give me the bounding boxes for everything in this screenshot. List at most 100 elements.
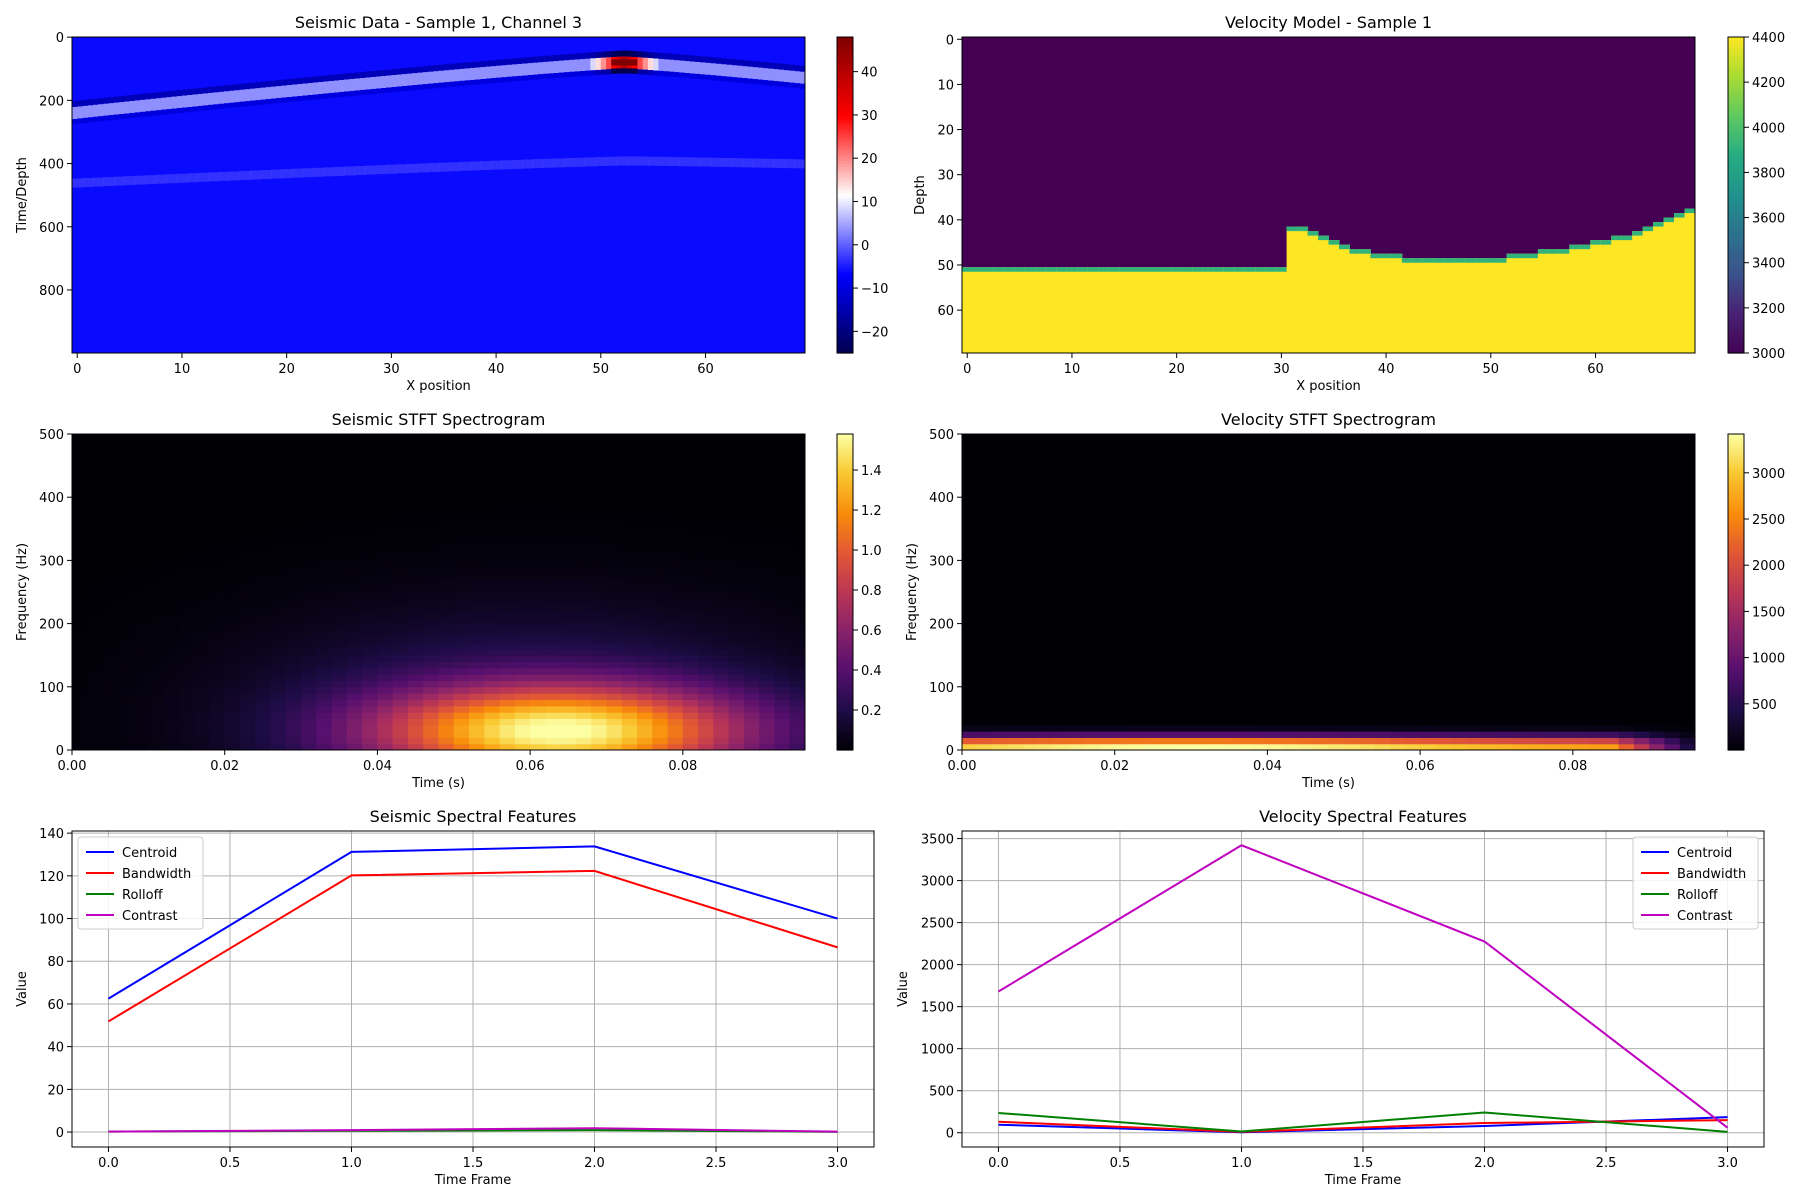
spectrogram-cell [1145,522,1162,530]
spectrogram-cell [392,573,409,580]
spectrogram-cell [1236,705,1253,713]
spectrogram-cell [977,465,994,473]
spectrogram-cell [178,554,195,561]
spectrogram-cell [392,478,409,486]
spectrogram-cell [87,484,104,492]
spectrogram-cell [560,541,577,549]
spectrogram-cell [255,490,272,498]
spectrogram-cell [285,452,302,460]
spectrogram-cell [133,516,149,524]
spectrogram-cell [1221,731,1238,738]
spectrogram-cell [346,655,363,663]
arrival-coda [684,73,691,79]
spectrogram-cell [331,623,348,631]
colorbar-cell [837,494,853,498]
arrival-peak [244,89,251,102]
spectrogram-cell [285,642,302,650]
spectrogram-cell [545,503,562,511]
spectrogram-cell [1206,440,1223,448]
spectrogram-cell [209,629,226,637]
spectrogram-cell [530,617,546,625]
spectrogram-cell [1129,541,1146,549]
arrival-trough [621,50,628,57]
colorbar-cell [837,263,853,267]
spectrogram-cell [637,471,653,479]
spectrogram-cell [1252,598,1269,606]
colorbar-cell [837,184,853,188]
spectrogram-cell [1053,535,1070,543]
spectrogram-cell [1038,459,1055,467]
arrival-trough [757,61,764,68]
spectrogram-cell [1252,459,1269,467]
spectrogram-cell [1343,452,1360,460]
spectrogram-cell [346,712,363,719]
spectrogram-cell [575,497,592,505]
spectrogram-cell [667,459,684,467]
spectrogram-cell [224,724,241,732]
arrival-peak [181,95,188,108]
spectrogram-cell [1374,712,1391,719]
spectrogram-cell [962,585,978,593]
spectrogram-cell [1297,743,1314,750]
spectrogram-cell [591,623,608,631]
spectrogram-cell [682,693,699,701]
spectrogram-cell [774,699,791,707]
spectrogram-cell [1023,737,1039,745]
spectrogram-cell [331,718,348,726]
spectrogram-cell [239,642,256,650]
spectrogram-cell [239,459,256,467]
spectrogram-cell [1160,471,1177,479]
spectrogram-cell [1023,554,1039,561]
spectrogram-cell [163,497,180,505]
spectrogram-cell [87,478,104,486]
spectrogram-cell [591,573,608,580]
spectrogram-cell [102,724,119,732]
spectrogram-cell [301,705,317,713]
spectrogram-cell [1191,648,1207,656]
spectrogram-cell [1099,629,1116,637]
spectrogram-cell [1343,693,1360,701]
spectrogram-cell [224,516,241,524]
spectrogram-cell [362,724,379,732]
spectrogram-cell [178,718,195,726]
spectrogram-cell [713,434,730,441]
spectrogram-cell [1343,503,1360,511]
arrival-coda [799,83,805,89]
spectrogram-cell [316,560,333,568]
spectrogram-cell [1053,516,1070,524]
spectrogram-cell [1038,547,1055,555]
colorbar-cell [1728,324,1744,328]
spectrogram-cell [1053,623,1070,631]
spectrogram-cell [1160,509,1177,517]
spectrogram-cell [255,648,272,656]
spectrogram-cell [1099,535,1116,543]
spectrogram-cell [148,490,165,498]
spectrogram-cell [285,667,302,675]
spectrogram-cell [1038,579,1055,587]
spectrogram-cell [560,642,577,650]
colorbar-cell [1728,226,1744,230]
spectrogram-cell [713,661,730,669]
spectrogram-cell [1053,712,1070,719]
spectrogram-cell [1297,712,1314,719]
spectrogram-cell [514,478,531,486]
spectrogram-cell [117,648,134,656]
spectrogram-cell [453,592,470,599]
arrival-peak [653,58,659,71]
spectrogram-cell [1374,541,1391,549]
spectrogram-cell [545,585,562,593]
spectrogram-cell [362,667,379,675]
spectrogram-cell [1038,522,1055,530]
arrival-coda [323,93,330,99]
colorbar-cell [1728,160,1744,164]
reflection-trace [417,163,429,173]
spectrogram-cell [1191,465,1207,473]
spectrogram-cell [667,617,684,625]
arrival-peak [339,79,345,92]
spectrogram-cell [1221,528,1238,536]
spectrogram-cell [1206,535,1223,543]
spectrogram-cell [1084,547,1101,555]
spectrogram-cell [514,452,531,460]
spectrogram-cell [148,598,165,606]
colorbar-cell [837,216,853,220]
